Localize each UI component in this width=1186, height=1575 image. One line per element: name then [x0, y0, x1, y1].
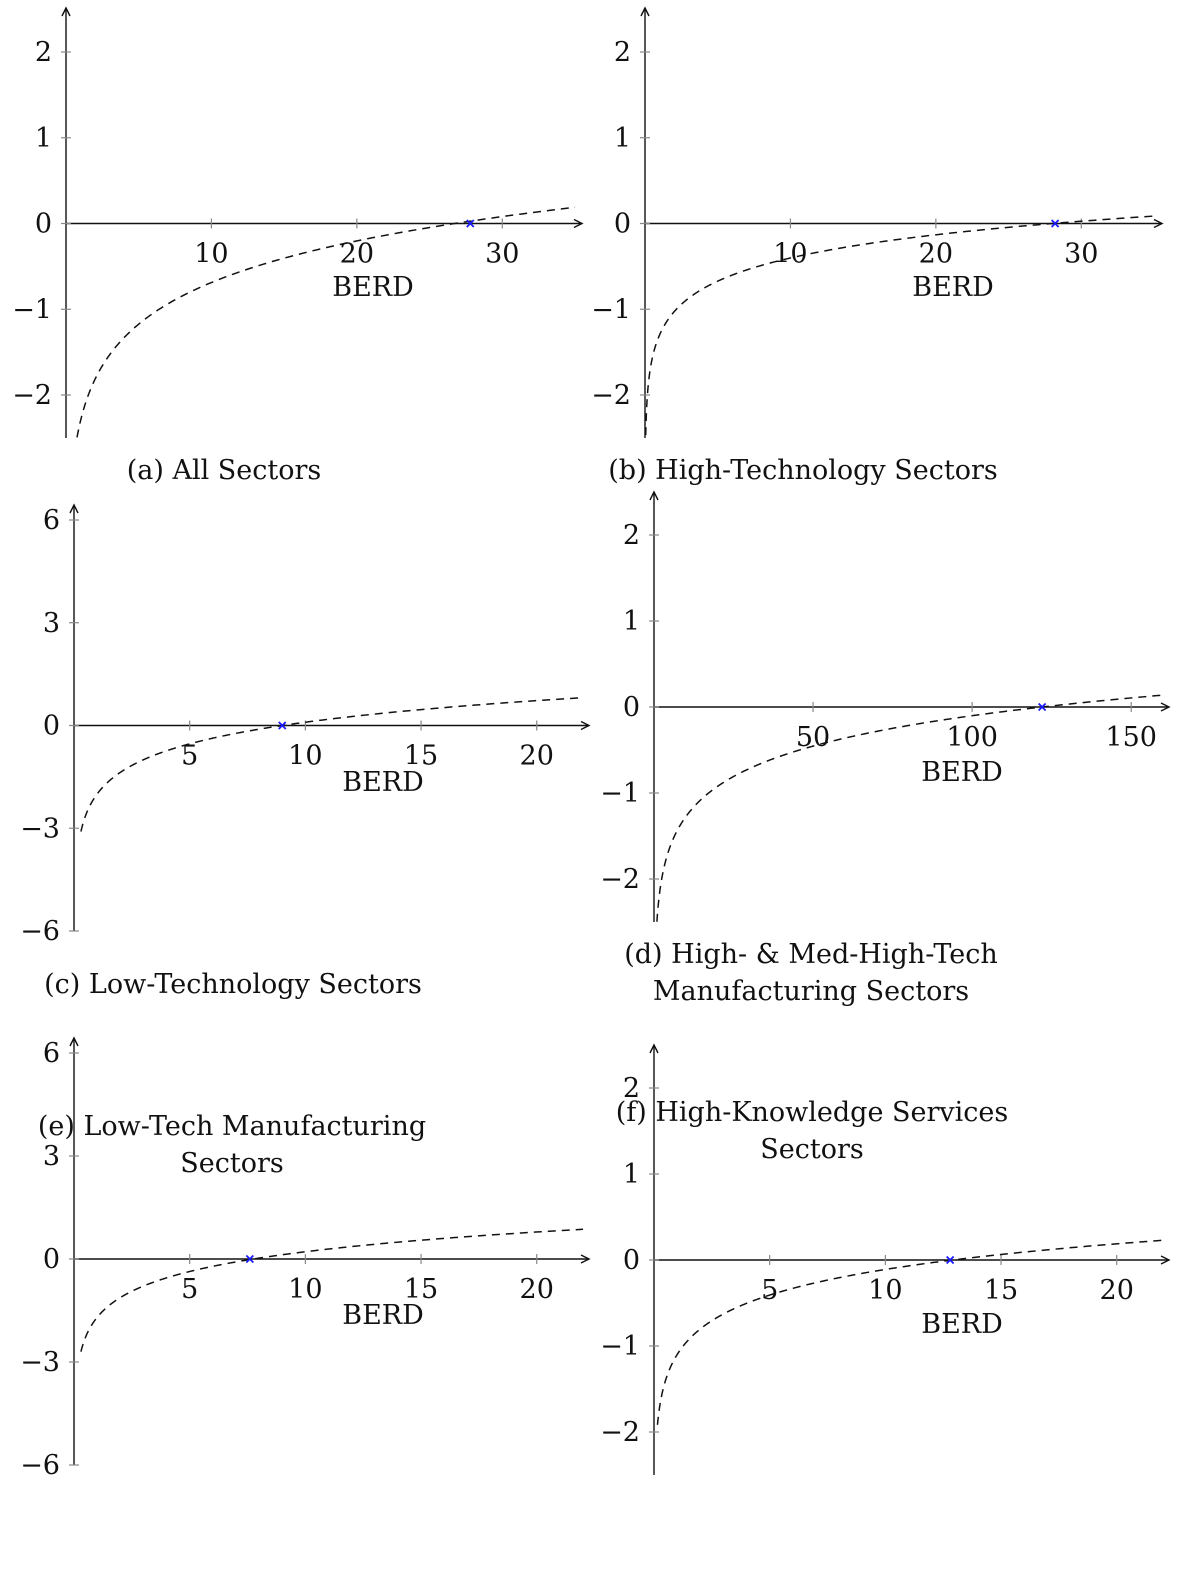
x-axis-label: BERD — [912, 272, 994, 303]
x-axis-label: BERD — [921, 757, 1003, 788]
y-tick-label: 1 — [35, 123, 52, 154]
chart-panel-5: −6 −3 0 3 6 5 10 15 20 BERD (e) Low-Tech Manufactu… — [20, 1036, 591, 1481]
zero-crossing-marker — [1037, 702, 1047, 712]
x-tick-label: 10 — [868, 1275, 902, 1306]
x-tick-label: 15 — [404, 741, 438, 772]
y-tick-label: 2 — [614, 37, 631, 68]
x-tick-label: 5 — [181, 741, 198, 772]
y-axis-arrow — [61, 6, 71, 17]
x-tick-label: 20 — [1100, 1275, 1134, 1306]
x-axis-arrow — [1160, 1255, 1171, 1265]
chart-caption: (f) High-Knowledge Services — [616, 1097, 1009, 1128]
x-axis-arrow — [580, 720, 591, 731]
chart-panel-4: −2 −1 0 1 2 50 100 150 BERD (d) High- & Med-High-… — [600, 490, 1171, 1007]
series-line — [644, 215, 1155, 436]
y-tick-label: −2 — [12, 380, 52, 411]
y-axis-arrow — [649, 1043, 659, 1054]
zero-crossing-marker — [946, 1255, 955, 1265]
y-tick-label: 2 — [623, 520, 640, 551]
y-tick-label: −3 — [20, 1347, 60, 1378]
chart-panel-2: −2 −1 0 1 2 10 20 30 BERD (b) High-Technology Sec… — [591, 6, 1164, 486]
y-axis-arrow — [69, 503, 79, 514]
y-tick-label: −6 — [20, 916, 60, 947]
x-axis-arrow — [1153, 218, 1164, 229]
y-tick-label: −6 — [20, 1450, 60, 1481]
chart-caption: Sectors — [180, 1148, 283, 1179]
x-tick-label: 20 — [919, 239, 953, 270]
chart-caption: (c) Low-Technology Sectors — [44, 969, 422, 1000]
y-tick-label: 0 — [623, 1245, 640, 1276]
x-tick-label: 30 — [1064, 239, 1098, 270]
x-tick-label: 10 — [288, 741, 322, 772]
x-tick-label: 150 — [1105, 722, 1157, 753]
y-tick-label: 0 — [43, 1244, 60, 1275]
y-tick-label: 1 — [614, 123, 631, 154]
x-tick-label: 20 — [520, 1274, 554, 1305]
chart-panel-6: −2 −1 0 1 2 5 10 15 20 BERD (f) High-Knowledge Ser… — [600, 1043, 1171, 1475]
x-tick-label: 10 — [288, 1274, 322, 1305]
y-axis-arrow — [69, 1036, 79, 1047]
y-tick-label: 1 — [623, 606, 640, 637]
y-tick-label: 3 — [43, 1141, 60, 1172]
x-axis-arrow — [573, 218, 584, 229]
x-axis-label: BERD — [342, 767, 424, 798]
x-tick-label: 5 — [181, 1274, 198, 1305]
y-tick-label: 0 — [43, 711, 60, 742]
y-tick-label: 6 — [43, 1038, 60, 1069]
y-tick-label: 0 — [623, 692, 640, 723]
chart-caption: (e) Low-Tech Manufacturing — [38, 1111, 426, 1142]
chart-caption: (d) High- & Med-High-Tech — [624, 939, 998, 970]
y-tick-label: −2 — [591, 380, 631, 411]
chart-caption: Manufacturing Sectors — [653, 976, 969, 1007]
x-tick-label: 20 — [520, 741, 554, 772]
x-tick-label: 50 — [796, 722, 830, 753]
y-tick-label: 2 — [623, 1073, 640, 1104]
chart-caption: Sectors — [760, 1134, 863, 1165]
zero-crossing-marker — [278, 721, 287, 730]
y-axis-arrow — [640, 6, 650, 17]
x-axis-label: BERD — [342, 1300, 424, 1331]
series-line — [656, 694, 1164, 922]
y-tick-label: 2 — [35, 37, 52, 68]
x-axis-arrow — [1160, 702, 1171, 712]
y-tick-label: 3 — [43, 608, 60, 639]
series-line — [80, 1228, 584, 1352]
series-line — [80, 696, 584, 832]
x-tick-label: 10 — [194, 239, 228, 270]
y-tick-label: 6 — [43, 505, 60, 536]
chart-caption: (a) All Sectors — [127, 455, 322, 486]
y-axis-arrow — [649, 490, 659, 501]
y-tick-label: −2 — [600, 864, 640, 895]
zero-crossing-marker — [466, 219, 475, 228]
y-tick-label: −1 — [600, 778, 640, 809]
x-tick-label: 30 — [485, 239, 519, 270]
x-tick-label: 15 — [404, 1274, 438, 1305]
x-tick-label: 15 — [984, 1275, 1018, 1306]
y-tick-label: −2 — [600, 1417, 640, 1448]
x-tick-label: 10 — [773, 239, 807, 270]
x-tick-label: 5 — [761, 1275, 778, 1306]
zero-crossing-marker — [1050, 219, 1060, 228]
x-axis-label: BERD — [332, 272, 414, 303]
y-tick-label: 0 — [614, 209, 631, 240]
x-axis-label: BERD — [921, 1309, 1003, 1340]
chart-caption: (b) High-Technology Sectors — [608, 455, 997, 486]
y-tick-label: −1 — [591, 294, 631, 325]
y-tick-label: 1 — [623, 1159, 640, 1190]
zero-crossing-marker — [245, 1254, 254, 1264]
y-tick-label: −3 — [20, 813, 60, 844]
series-line — [656, 1239, 1164, 1425]
x-tick-label: 100 — [946, 722, 998, 753]
y-tick-label: −1 — [12, 294, 52, 325]
y-tick-label: −1 — [600, 1331, 640, 1362]
chart-panel-3: −6 −3 0 3 6 5 10 15 20 BERD (c) Low-Technology Sec… — [20, 503, 591, 1000]
x-axis-arrow — [580, 1254, 591, 1264]
y-tick-label: 0 — [35, 209, 52, 240]
